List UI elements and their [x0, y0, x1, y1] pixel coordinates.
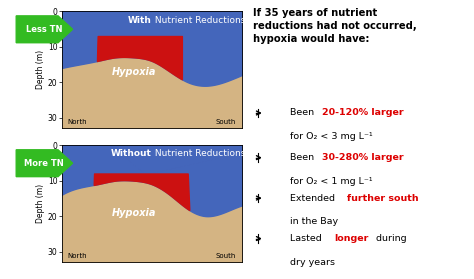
Text: Extended: Extended — [290, 194, 337, 203]
Text: for O₂ < 1 mg L⁻¹: for O₂ < 1 mg L⁻¹ — [290, 177, 373, 186]
Text: Hypoxia: Hypoxia — [111, 208, 156, 218]
Text: dry years: dry years — [290, 258, 335, 267]
Text: Nutrient Reductions: Nutrient Reductions — [152, 150, 245, 158]
Text: Been: Been — [290, 153, 317, 162]
Y-axis label: Depth (m): Depth (m) — [36, 50, 45, 89]
Text: Less TN: Less TN — [26, 25, 63, 34]
Y-axis label: Depth (m): Depth (m) — [36, 184, 45, 223]
Text: North: North — [67, 119, 87, 125]
Text: Without: Without — [111, 150, 152, 158]
Text: 30-280% larger: 30-280% larger — [321, 153, 403, 162]
Text: With: With — [128, 16, 152, 25]
Text: further south: further south — [347, 194, 419, 203]
Text: during: during — [373, 234, 406, 243]
FancyArrow shape — [16, 16, 73, 43]
Text: Lasted: Lasted — [290, 234, 325, 243]
FancyArrow shape — [16, 150, 73, 177]
Text: More TN: More TN — [24, 159, 64, 168]
Text: Been: Been — [290, 109, 317, 117]
Text: longer: longer — [334, 234, 369, 243]
Text: 20-120% larger: 20-120% larger — [321, 109, 403, 117]
Text: South: South — [216, 253, 237, 259]
Text: Nutrient Reductions: Nutrient Reductions — [152, 16, 245, 25]
Text: in the Bay: in the Bay — [290, 217, 338, 226]
Text: Hypoxia: Hypoxia — [111, 66, 156, 76]
Text: South: South — [216, 119, 237, 125]
Text: North: North — [67, 253, 87, 259]
Text: If 35 years of nutrient
reductions had not occurred,
hypoxia would have:: If 35 years of nutrient reductions had n… — [253, 8, 417, 44]
Text: for O₂ < 3 mg L⁻¹: for O₂ < 3 mg L⁻¹ — [290, 132, 373, 141]
